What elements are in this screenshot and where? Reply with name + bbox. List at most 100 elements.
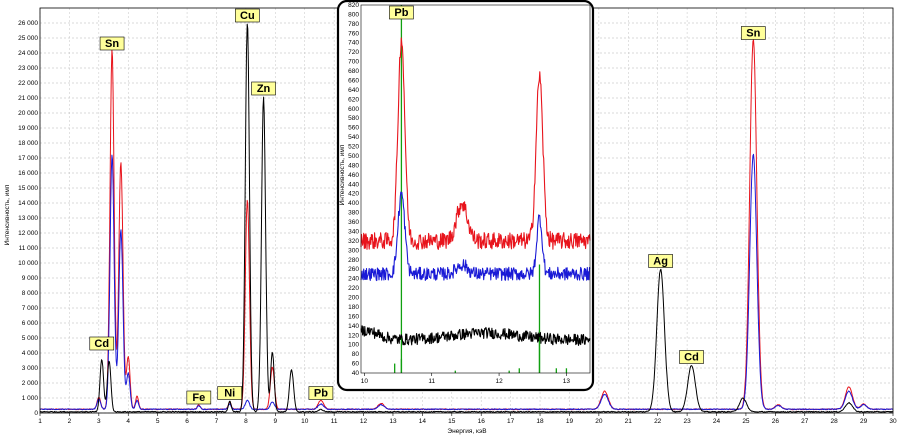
element-label-text: Pb xyxy=(394,7,408,19)
y-tick-label: 540 xyxy=(348,134,359,141)
y-tick-label: 160 xyxy=(348,313,359,320)
element-label-cd: Cd xyxy=(89,336,115,351)
x-tick-label: 2 xyxy=(68,418,72,425)
spectrum-series-0 xyxy=(360,37,591,250)
x-tick-label: 13 xyxy=(563,378,571,385)
y-tick-label: 120 xyxy=(348,332,359,339)
y-tick-label: 2 000 xyxy=(22,380,39,387)
x-tick-label: 27 xyxy=(801,418,809,425)
y-tick-label: 700 xyxy=(348,59,359,66)
element-label-text: Fe xyxy=(192,392,205,404)
element-label-pb: Pb xyxy=(308,386,334,400)
inset-series xyxy=(360,37,591,346)
y-tick-label: 480 xyxy=(348,162,359,169)
inset-x-ticks: 10 11 12 13 xyxy=(361,373,571,385)
main-series xyxy=(39,23,894,413)
y-tick-label: 420 xyxy=(348,191,359,198)
y-tick-label: 22 000 xyxy=(18,80,38,87)
element-label-cu: Cu xyxy=(235,8,260,23)
element-label-sn: Sn xyxy=(99,36,125,51)
y-tick-label: 9 000 xyxy=(22,275,39,282)
y-tick-label: 720 xyxy=(348,49,359,56)
y-tick-label: 320 xyxy=(348,238,359,245)
y-tick-label: 340 xyxy=(348,228,359,235)
y-tick-label: 280 xyxy=(348,257,359,264)
inset-y-axis-label: Интенсивность, имп xyxy=(339,144,346,205)
y-tick-label: 640 xyxy=(348,87,359,94)
element-label-text: Ni xyxy=(224,388,235,400)
x-tick-label: 13 xyxy=(389,418,397,425)
x-tick-label: 3 xyxy=(97,418,101,425)
x-tick-label: 12 xyxy=(495,378,503,385)
x-tick-label: 15 xyxy=(448,418,456,425)
y-tick-label: 0 xyxy=(34,410,38,417)
y-tick-label: 7 000 xyxy=(22,305,39,312)
element-label-text: Ag xyxy=(653,256,668,268)
element-label-text: Cd xyxy=(94,338,109,350)
x-tick-label: 17 xyxy=(507,418,515,425)
y-tick-label: 680 xyxy=(348,68,359,75)
main-y-axis-label: Интенсивность, имп xyxy=(4,184,11,245)
inset-y-ticks: 40 60 80 100 120 140 160 180 200 220 240 260 280 300 3… xyxy=(348,2,359,377)
y-tick-label: 660 xyxy=(348,77,359,84)
element-label-ag: Ag xyxy=(648,254,673,268)
element-label-cd: Cd xyxy=(679,350,704,364)
main-x-ticks: 1 2 3 4 5 6 7 8 9 10 11 12 13 14 15 16 17 18 19 20 21 22 23 24 2… xyxy=(38,413,897,425)
x-tick-label: 20 xyxy=(595,418,603,425)
y-tick-label: 380 xyxy=(348,210,359,217)
x-tick-label: 16 xyxy=(478,418,486,425)
y-tick-label: 25 000 xyxy=(18,35,38,42)
x-tick-label: 9 xyxy=(273,418,277,425)
x-tick-label: 6 xyxy=(185,418,189,425)
y-tick-label: 200 xyxy=(348,295,359,302)
element-label-zn: Zn xyxy=(251,81,276,96)
y-tick-label: 6 000 xyxy=(22,320,39,327)
x-tick-label: 7 xyxy=(215,418,219,425)
main-x-axis-label: Энергия, кэВ xyxy=(447,428,486,435)
inset-element-labels: Pb xyxy=(389,5,414,20)
y-tick-label: 15 000 xyxy=(18,185,38,192)
y-tick-label: 3 000 xyxy=(22,365,39,372)
x-tick-label: 4 xyxy=(126,418,130,425)
y-tick-label: 60 xyxy=(352,361,360,368)
y-tick-label: 16 000 xyxy=(18,170,38,177)
x-tick-label: 10 xyxy=(361,378,369,385)
x-tick-label: 5 xyxy=(156,418,160,425)
y-tick-label: 17 000 xyxy=(18,155,38,162)
x-tick-label: 8 xyxy=(244,418,248,425)
element-label-box xyxy=(235,8,260,23)
y-tick-label: 460 xyxy=(348,172,359,179)
x-tick-label: 22 xyxy=(654,418,662,425)
element-label-box xyxy=(186,390,212,405)
y-tick-label: 19 000 xyxy=(18,125,38,132)
x-tick-label: 12 xyxy=(360,418,368,425)
y-tick-label: 740 xyxy=(348,40,359,47)
x-tick-label: 29 xyxy=(860,418,868,425)
element-label-box xyxy=(251,81,276,96)
y-tick-label: 360 xyxy=(348,219,359,226)
x-tick-label: 11 xyxy=(331,418,338,425)
element-label-text: Cu xyxy=(240,10,255,22)
element-label-box xyxy=(648,254,673,268)
y-tick-label: 560 xyxy=(348,125,359,132)
y-tick-label: 500 xyxy=(348,153,359,160)
x-tick-label: 26 xyxy=(772,418,780,425)
y-tick-label: 8 000 xyxy=(22,290,39,297)
y-tick-label: 40 xyxy=(352,370,360,377)
y-tick-label: 12 000 xyxy=(18,230,38,237)
y-tick-label: 260 xyxy=(348,266,359,273)
y-tick-label: 18 000 xyxy=(18,140,38,147)
y-tick-label: 140 xyxy=(348,323,359,330)
x-tick-label: 10 xyxy=(301,418,309,425)
element-label-box xyxy=(679,350,704,364)
y-tick-label: 10 000 xyxy=(18,260,38,267)
y-tick-label: 1 000 xyxy=(22,395,39,402)
x-tick-label: 25 xyxy=(742,418,750,425)
element-label-text: Sn xyxy=(746,28,760,40)
element-label-sn: Sn xyxy=(740,26,766,40)
element-label-pb: Pb xyxy=(389,5,414,20)
y-tick-label: 23 000 xyxy=(18,65,38,72)
spectrum-series-1 xyxy=(39,153,894,411)
